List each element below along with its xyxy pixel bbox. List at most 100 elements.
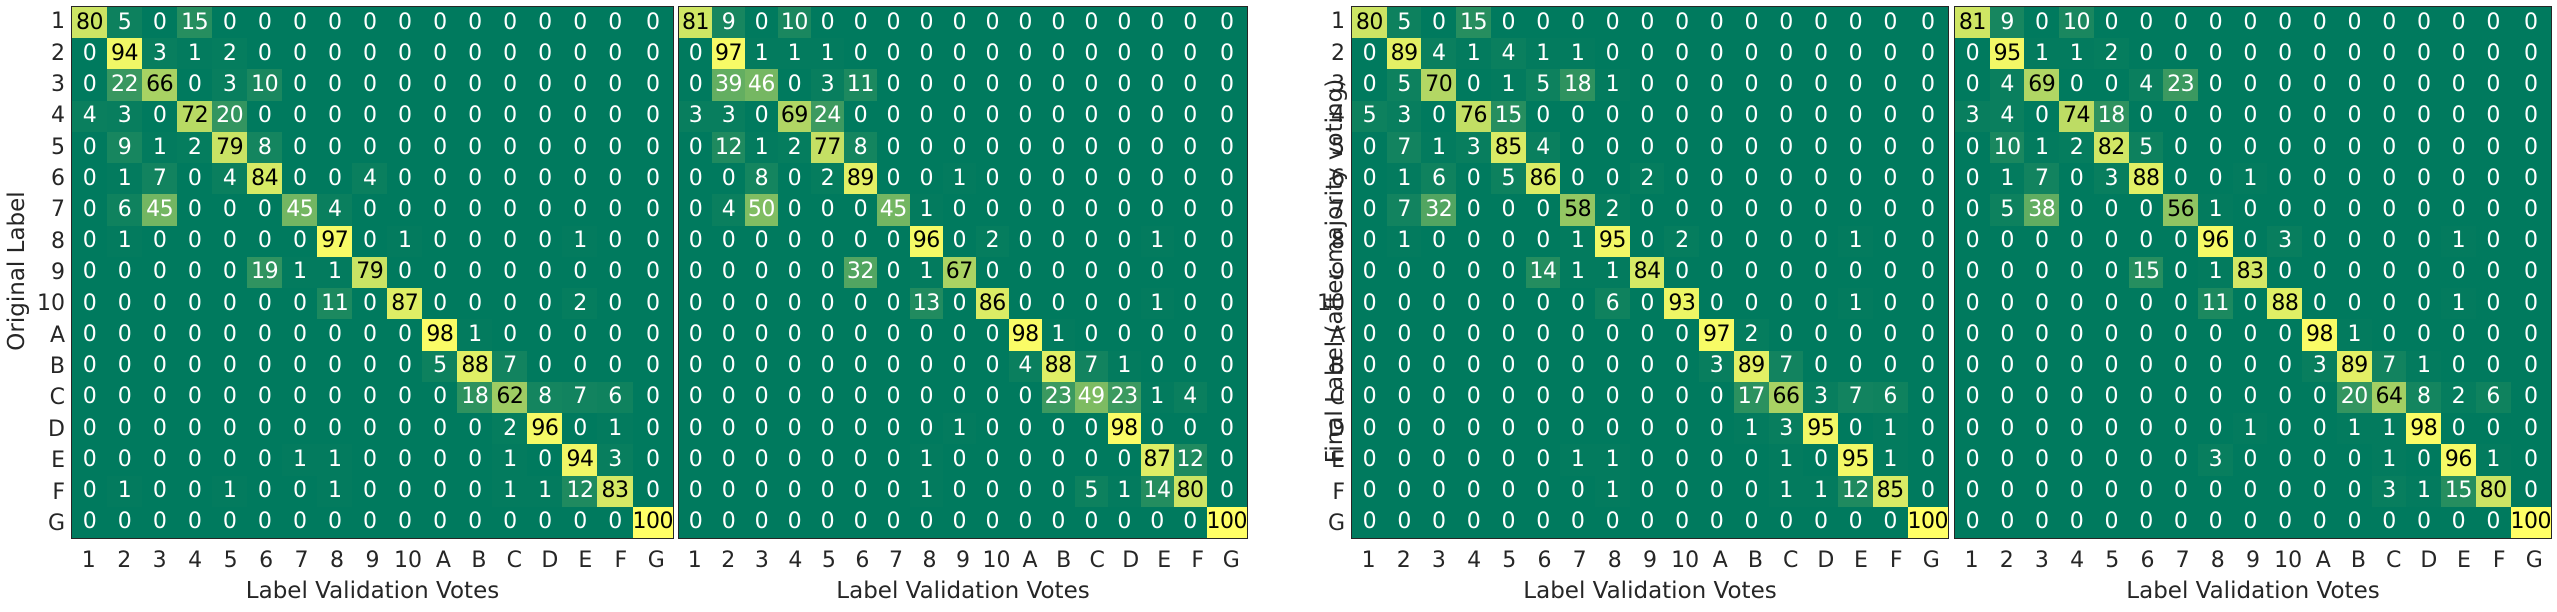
x-tick-label: 2 [721,548,736,573]
heatmap-cell: 0 [632,256,673,289]
y-tick-label: 3 [1331,71,1345,97]
heatmap-cell: 0 [1525,194,1561,226]
heatmap-cell: 0 [2475,69,2511,101]
heatmap-cell: 0 [1699,38,1734,70]
heatmap-cell: 1 [810,38,844,70]
heatmap-cell: 0 [2302,444,2337,476]
heatmap-cell: 12 [1173,444,1207,476]
heatmap-cell: 0 [1107,131,1141,164]
heatmap-cell: 0 [1907,413,1948,445]
heatmap-cell: 0 [1041,194,1075,226]
heatmap-cell: 10 [777,7,811,39]
heatmap-cell: 3 [1386,100,1422,132]
heatmap-cell: 0 [777,350,811,382]
heatmap-cell: 0 [2475,100,2511,132]
x-tick-label: 1 [1361,548,1376,573]
heatmap-cell: 0 [632,413,673,445]
heatmap-cell: 0 [876,131,910,164]
heatmap-cell: 0 [1206,38,1247,70]
heatmap-cell: 23 [1107,381,1141,414]
heatmap-cell: 0 [422,475,458,507]
heatmap-3-x-tick-labels: 1 2 3 4 5 6 7 8 9 10 A B C D E F G [1351,548,1949,573]
heatmap-cell: 4 [1008,350,1042,382]
heatmap-cell: 0 [2510,163,2551,195]
left-y-axis-title: Original Label [4,191,30,351]
heatmap-cell: 0 [212,256,248,289]
x-tick-label: B [1747,548,1764,573]
heatmap-cell: 0 [457,225,493,257]
heatmap-cell: 0 [2093,194,2129,226]
heatmap-cell: 8 [744,163,778,195]
heatmap-cell: 0 [1664,131,1700,164]
y-tick-label: 8 [1331,228,1345,254]
heatmap-cell: 0 [142,350,178,382]
heatmap-cell: 0 [72,225,108,257]
heatmap-cell: 0 [282,38,318,70]
heatmap-cell: 0 [352,131,388,164]
x-tick-label: 6 [1537,548,1552,573]
heatmap-cell: 0 [1595,100,1630,132]
heatmap-cell: 0 [1664,7,1700,39]
heatmap-cell: 0 [1560,7,1596,39]
heatmap-cell: 0 [1140,38,1174,70]
heatmap-cell: 0 [1352,38,1387,70]
heatmap-cell: 0 [2093,225,2129,257]
heatmap-cell: 11 [317,288,353,320]
heatmap-cell: 1 [1595,256,1630,289]
heatmap-cell: 0 [1041,506,1075,538]
heatmap-final-vs-votes-2: 81 9 0 10 0 0 0 0 0 0 0 0 0 0 0 0 0 0 95 1 1 2 0 0 0 0 0 0 0 0 0 0 0 0 0 4 6… [1954,6,2552,539]
heatmap-cell: 0 [1629,69,1665,101]
heatmap-cell: 0 [422,131,458,164]
x-tick-label: E [2457,548,2471,573]
heatmap-cell: 0 [1456,69,1491,101]
x-tick-label: 9 [365,548,380,573]
heatmap-cell: 0 [1872,225,1908,257]
x-tick-label: 4 [2070,548,2085,573]
heatmap-cell: 0 [1525,225,1561,257]
heatmap-cell: 0 [1041,475,1075,507]
heatmap-cell: 0 [1456,506,1491,538]
heatmap-cell: 0 [72,506,108,538]
heatmap-cell: 0 [2406,7,2442,39]
heatmap-cell: 0 [2406,69,2442,101]
heatmap-cell: 0 [1699,413,1734,445]
heatmap-cell: 0 [1074,506,1108,538]
heatmap-cell: 0 [1525,475,1561,507]
heatmap-cell: 0 [492,163,528,195]
heatmap-cell: 1 [1768,444,1804,476]
heatmap-cell: 49 [1074,381,1108,414]
heatmap-cell: 0 [1664,350,1700,382]
heatmap-cell: 0 [679,381,712,414]
heatmap-cell: 45 [282,194,318,226]
heatmap-cell: 0 [810,7,844,39]
heatmap-cell: 0 [2059,288,2094,320]
heatmap-cell: 0 [282,163,318,195]
heatmap-cell: 0 [1421,319,1457,351]
heatmap-cell: 0 [282,381,318,414]
heatmap-cell: 0 [2232,38,2268,70]
heatmap-cell: 69 [2024,69,2060,101]
x-tick-label: 9 [956,548,971,573]
heatmap-cell: 0 [2510,350,2551,382]
heatmap-cell: 0 [212,413,248,445]
heatmap-cell: 0 [1140,256,1174,289]
heatmap-cell: 0 [422,256,458,289]
heatmap-cell: 0 [876,100,910,132]
heatmap-cell: 1 [142,131,178,164]
x-tick-label: 5 [223,548,238,573]
heatmap-cell: 0 [2336,288,2372,320]
heatmap-cell: 4 [212,163,248,195]
heatmap-cell: 0 [2267,381,2303,414]
heatmap-cell: 0 [282,319,318,351]
heatmap-cell: 0 [2267,506,2303,538]
heatmap-cell: 18 [1560,69,1596,101]
heatmap-cell: 0 [1733,131,1769,164]
x-tick-label: 2 [117,548,132,573]
heatmap-cell: 0 [1907,256,1948,289]
heatmap-cell: 0 [876,69,910,101]
heatmap-cell: 4 [1490,38,1526,70]
heatmap-cell: 1 [1872,413,1908,445]
heatmap-cell: 0 [2163,225,2199,257]
heatmap-cell: 0 [1074,100,1108,132]
heatmap-cell: 86 [1525,163,1561,195]
